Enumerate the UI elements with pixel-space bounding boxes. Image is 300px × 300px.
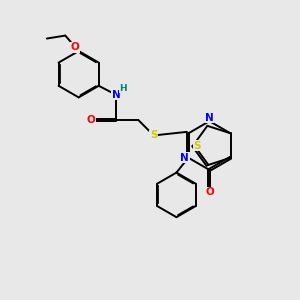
Text: S: S [150,130,158,140]
Text: N: N [112,90,120,100]
Text: O: O [205,187,214,197]
Text: N: N [205,112,214,123]
Text: O: O [71,43,80,52]
Text: H: H [120,84,127,93]
Text: N: N [180,153,189,163]
Text: O: O [87,115,95,125]
Text: S: S [194,140,201,151]
